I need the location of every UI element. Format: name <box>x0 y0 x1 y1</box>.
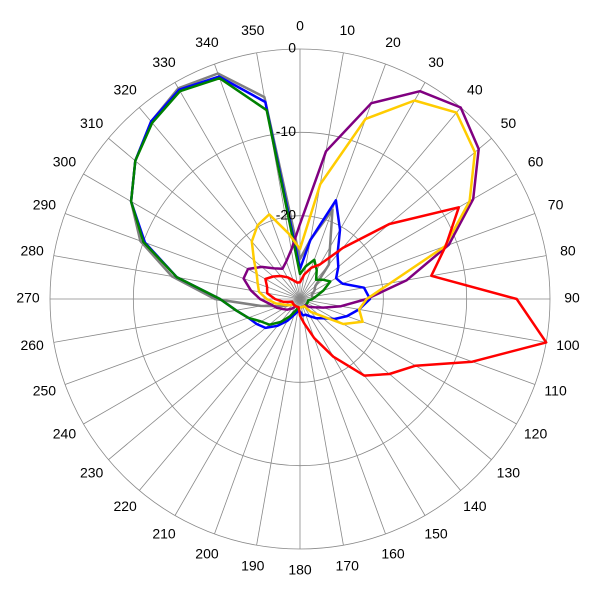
spoke <box>299 213 536 300</box>
spoke <box>299 255 547 300</box>
spoke <box>299 52 344 300</box>
angle-label: 340 <box>195 34 219 50</box>
angle-label: 170 <box>336 558 360 574</box>
angle-label: 330 <box>152 54 176 70</box>
angle-label: 180 <box>288 562 312 578</box>
series-curve <box>129 76 332 326</box>
spoke <box>174 298 301 516</box>
angle-label: 130 <box>497 465 521 481</box>
angle-label: 150 <box>424 525 448 541</box>
spoke <box>299 298 344 546</box>
spoke <box>108 137 301 300</box>
angle-label: 110 <box>544 383 567 399</box>
spoke <box>299 298 536 385</box>
angle-label: 90 <box>564 290 580 306</box>
spoke <box>64 213 301 300</box>
spoke <box>64 298 301 385</box>
angle-label: 350 <box>241 22 265 38</box>
spoke <box>299 137 492 300</box>
radial-tick-label: -20 <box>276 206 296 222</box>
angle-label: 300 <box>53 154 77 170</box>
angle-label: 290 <box>33 197 57 213</box>
angle-label: 100 <box>556 337 580 353</box>
spoke <box>83 298 301 425</box>
angle-label: 120 <box>524 426 548 442</box>
spoke <box>83 173 301 300</box>
angle-label: 20 <box>385 34 401 50</box>
angle-label: 270 <box>16 290 40 306</box>
spoke <box>299 63 386 300</box>
angle-label: 10 <box>339 22 355 38</box>
angle-label: 50 <box>501 115 517 131</box>
grid-ring <box>132 131 468 467</box>
angle-label: 230 <box>80 465 104 481</box>
grid-ring <box>49 48 551 550</box>
spoke <box>108 298 301 461</box>
spoke <box>299 298 492 461</box>
angle-label: 310 <box>80 115 104 131</box>
spoke <box>299 298 426 516</box>
angle-label: 140 <box>463 498 487 514</box>
spoke <box>214 63 301 300</box>
angle-label: 30 <box>428 54 444 70</box>
series-curve <box>250 99 477 326</box>
angle-label: 220 <box>113 498 137 514</box>
angle-label: 260 <box>20 337 44 353</box>
spoke <box>256 298 301 546</box>
radial-tick-label: 0 <box>288 40 296 56</box>
angle-label: 250 <box>33 383 57 399</box>
angle-label: 280 <box>20 242 44 258</box>
spoke <box>214 298 301 535</box>
angle-label: 200 <box>195 545 219 561</box>
angle-label: 70 <box>548 197 564 213</box>
angle-label: 40 <box>467 81 483 97</box>
angle-label: 320 <box>113 81 137 97</box>
radial-tick-label: -10 <box>276 123 296 139</box>
angle-label: 160 <box>381 545 405 561</box>
spoke <box>174 82 301 300</box>
angle-label: 60 <box>528 154 544 170</box>
spoke <box>138 298 301 491</box>
spoke <box>299 298 462 491</box>
angle-label: 0 <box>296 18 304 34</box>
angle-label: 190 <box>241 558 265 574</box>
angle-label: 80 <box>560 242 576 258</box>
spoke <box>256 52 301 300</box>
angle-label: 240 <box>53 426 77 442</box>
series-curve <box>264 206 548 377</box>
angle-label: 210 <box>152 525 176 541</box>
